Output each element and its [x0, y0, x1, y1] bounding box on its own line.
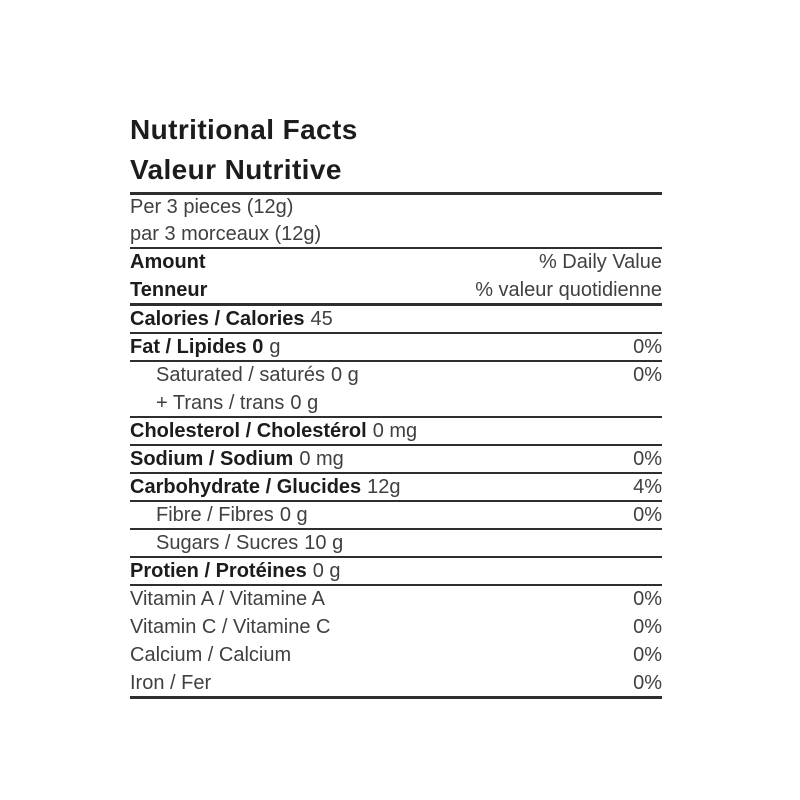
calories-name: Calories / Calories 45 [130, 306, 333, 332]
nutrient-label: Fibre / Fibres [156, 504, 274, 526]
nutrient-label: Saturated / saturés [156, 364, 325, 386]
nutrient-row-cholesterol: Cholesterol / Cholestérol 0 mg [130, 418, 662, 446]
nutrient-label: Carbohydrate / Glucides [130, 476, 362, 498]
nutrient-name: Sodium / Sodium 0 mg [130, 446, 344, 472]
nutrition-facts-label: Nutritional Facts Valeur Nutritive Per 3… [130, 110, 662, 699]
nutrient-amount: g [269, 336, 281, 358]
nutrient-dv: 4% [633, 476, 662, 498]
vitamin-name: Vitamin C / Vitamine C [130, 616, 331, 638]
nutrient-name: Cholesterol / Cholestérol 0 mg [130, 418, 417, 444]
vitamin-name: Calcium / Calcium [130, 644, 292, 666]
nutrient-row-fibre: Fibre / Fibres 0 g 0% [130, 502, 662, 530]
nutrient-name: Fibre / Fibres 0 g [156, 502, 308, 528]
nutrient-dv: 0% [633, 364, 662, 386]
vitamin-dv: 0% [633, 588, 662, 610]
title-english: Nutritional Facts [130, 114, 358, 145]
nutrient-amount: 0 g [312, 560, 341, 582]
nutrient-label: Sugars / Sucres [156, 532, 299, 554]
vitamin-name: Vitamin A / Vitamine A [130, 588, 325, 610]
column-header-french: Tenneur % valeur quotidienne [130, 277, 662, 306]
calories-label: Calories / Calories [130, 308, 305, 330]
amount-header-french: Tenneur [130, 279, 208, 301]
nutrient-row-trans: + Trans / trans 0 g [130, 390, 662, 418]
calories-value: 45 [310, 308, 333, 330]
nutrient-name: Protien / Protéines 0 g [130, 558, 341, 584]
nutrient-dv: 0% [633, 336, 662, 358]
serving-size-french-text: par 3 morceaux (12g) [130, 223, 322, 245]
nutrient-label: Protien / Protéines [130, 560, 307, 582]
nutrient-row-saturated: Saturated / saturés 0 g 0% [130, 362, 662, 390]
nutrient-dv: 0% [633, 504, 662, 526]
calories-row: Calories / Calories 45 [130, 306, 662, 334]
amount-header-english: Amount [130, 251, 206, 273]
nutrient-amount: 12g [367, 476, 401, 498]
vitamin-dv: 0% [633, 672, 662, 694]
vitamin-row-iron: Iron / Fer 0% [130, 670, 662, 699]
nutrient-amount: 0 mg [299, 448, 344, 470]
nutrient-row-sugars: Sugars / Sucres 10 g [130, 530, 662, 558]
nutrient-amount: 0 g [279, 504, 308, 526]
vitamin-row-vitamin-a: Vitamin A / Vitamine A 0% [130, 586, 662, 614]
nutrient-name: Saturated / saturés 0 g [156, 362, 359, 388]
serving-size-english-text: Per 3 pieces (12g) [130, 196, 294, 218]
nutrient-amount: 0 g [330, 364, 359, 386]
nutrient-amount: 10 g [304, 532, 344, 554]
nutrient-label: Sodium / Sodium [130, 448, 294, 470]
nutrient-row-carbohydrate: Carbohydrate / Glucides 12g 4% [130, 474, 662, 502]
nutrient-amount: 0 g [290, 392, 319, 414]
nutrient-label: + Trans / trans [156, 392, 285, 414]
vitamin-name: Iron / Fer [130, 672, 212, 694]
nutrient-row-sodium: Sodium / Sodium 0 mg 0% [130, 446, 662, 474]
column-header-english: Amount % Daily Value [130, 249, 662, 277]
nutrient-label: Cholesterol / Cholestérol [130, 420, 367, 442]
nutrient-name: + Trans / trans 0 g [156, 390, 318, 416]
vitamin-dv: 0% [633, 644, 662, 666]
title-french: Valeur Nutritive [130, 150, 662, 195]
serving-size-french: par 3 morceaux (12g) [130, 222, 662, 249]
daily-value-header-english: % Daily Value [538, 251, 662, 273]
daily-value-header-french: % valeur quotidienne [475, 279, 662, 301]
vitamin-row-calcium: Calcium / Calcium 0% [130, 642, 662, 670]
nutrient-label: Fat / Lipides 0 [130, 336, 264, 358]
serving-size-english: Per 3 pieces (12g) [130, 195, 662, 222]
vitamin-dv: 0% [633, 616, 662, 638]
nutrient-name: Carbohydrate / Glucides 12g [130, 474, 401, 500]
nutrient-dv: 0% [633, 448, 662, 470]
vitamin-row-vitamin-c: Vitamin C / Vitamine C 0% [130, 614, 662, 642]
nutrient-amount: 0 mg [372, 420, 418, 442]
nutrient-row-protein: Protien / Protéines 0 g [130, 558, 662, 586]
nutrient-name: Sugars / Sucres 10 g [156, 530, 343, 556]
